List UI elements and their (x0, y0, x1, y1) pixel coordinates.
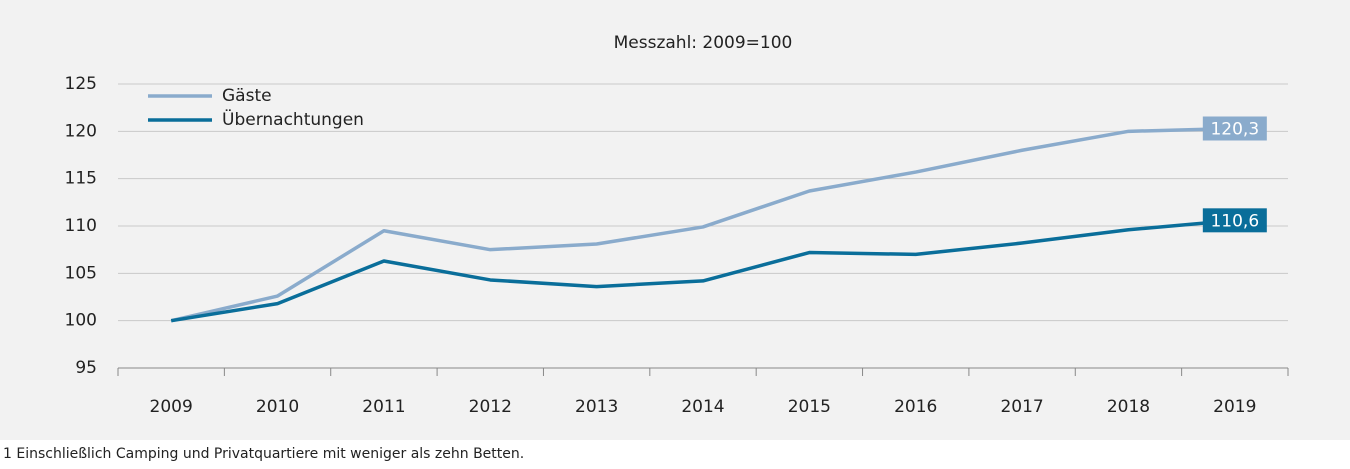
x-tick-label: 2017 (1000, 397, 1043, 417)
chart-background (0, 0, 1350, 440)
y-tick-label: 125 (65, 74, 97, 94)
y-tick-label: 100 (65, 311, 97, 331)
x-tick-label: 2015 (788, 397, 831, 417)
x-tick-label: 2013 (575, 397, 618, 417)
y-tick-label: 105 (65, 263, 97, 283)
value-label: 120,3 (1210, 119, 1259, 139)
footnote: 1 Einschließlich Camping und Privatquart… (3, 446, 524, 462)
value-label-box (1202, 116, 1267, 141)
legend-label: Gäste (222, 86, 272, 106)
series-line (170, 218, 1235, 323)
y-tick-label: 120 (65, 121, 97, 141)
x-tick-label: 2012 (469, 397, 512, 417)
x-tick-label: 2014 (681, 397, 724, 417)
y-tick-label: 110 (65, 216, 97, 236)
x-tick-label: 2009 (150, 397, 193, 417)
x-tick-label: 2010 (256, 397, 299, 417)
x-tick-label: 2016 (894, 397, 937, 417)
value-label: 110,6 (1210, 211, 1259, 231)
y-tick-label: 115 (65, 169, 97, 189)
legend-label: Übernachtungen (222, 108, 364, 130)
x-tick-label: 2019 (1213, 397, 1256, 417)
chart-title: Messzahl: 2009=100 (614, 33, 793, 53)
x-tick-label: 2018 (1107, 397, 1150, 417)
x-tick-label: 2011 (362, 397, 405, 417)
value-label-box (1202, 208, 1267, 233)
series-line (170, 126, 1235, 323)
y-tick-label: 95 (75, 358, 97, 378)
